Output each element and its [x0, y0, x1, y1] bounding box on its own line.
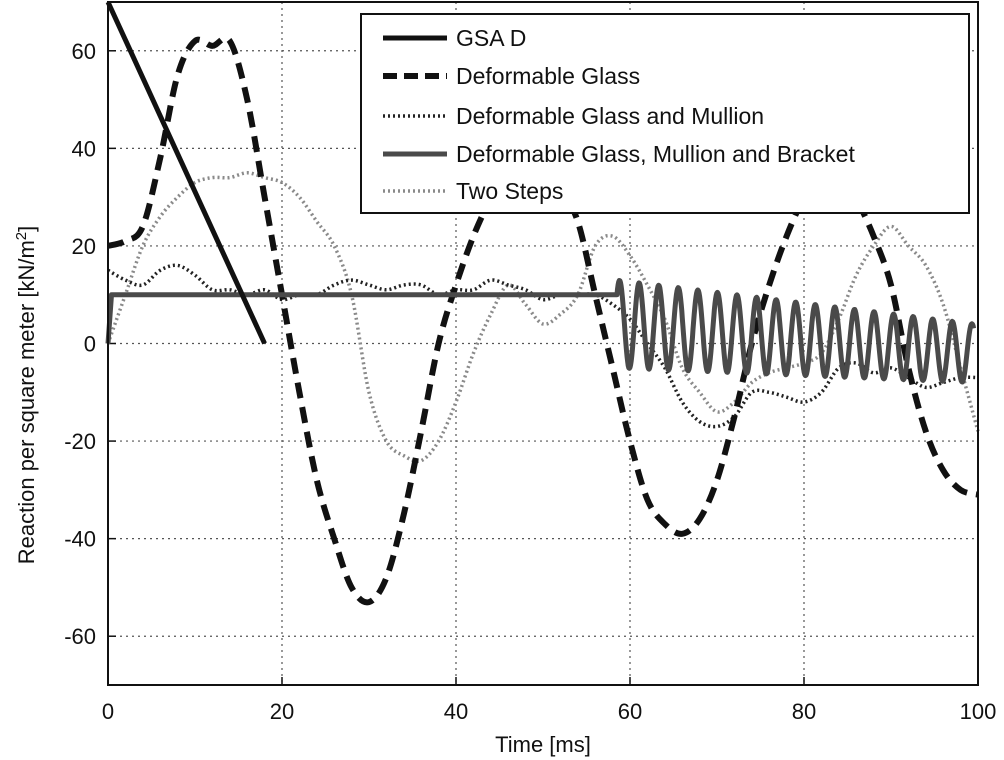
legend-label: Deformable Glass and Mullion [456, 103, 764, 129]
y-tick-label: -20 [64, 429, 96, 454]
y-axis-label-superscript: 2 [13, 232, 30, 240]
legend-label: GSA D [456, 25, 526, 51]
axes-frame [107, 1, 979, 686]
tick-labels: 0 20 40 60 80 100 -60 -40 -20 0 20 40 60 [64, 39, 996, 724]
x-tick-label: 20 [270, 699, 294, 724]
x-tick-label: 100 [960, 699, 997, 724]
y-axis-label-main: Reaction per square meter [kN/m [14, 240, 39, 564]
series-line-deformable-glass-mullion-and-bracket [105, 278, 977, 385]
y-tick-label: -40 [64, 527, 96, 552]
legend-label: Two Steps [456, 178, 563, 204]
x-tick-label: 0 [102, 699, 114, 724]
legend-box [360, 13, 970, 214]
x-tick-label: 80 [792, 699, 816, 724]
series-line-deformable-glass-and-mullion [107, 263, 979, 429]
x-tick-label: 40 [444, 699, 468, 724]
y-tick-label: 40 [72, 136, 96, 161]
series-line-gsa-d [105, 0, 267, 345]
y-tick-label: 20 [72, 234, 96, 259]
y-tick-label: 60 [72, 39, 96, 64]
x-axis-label: Time [ms] [495, 732, 591, 757]
legend-items: GSA D Deformable Glass Deformable Glass an… [383, 25, 855, 204]
y-axis-label-tail: ] [14, 226, 39, 232]
y-axis-label: Reaction per square meter [kN/m2] [13, 226, 39, 565]
legend-label: Deformable Glass [456, 63, 640, 89]
y-tick-label: -60 [64, 624, 96, 649]
legend: GSA D Deformable Glass Deformable Glass an… [360, 13, 970, 214]
legend-label: Deformable Glass, Mullion and Bracket [456, 141, 855, 167]
y-tick-label: 0 [84, 332, 96, 357]
series-line-two-steps [106, 171, 980, 464]
x-tick-label: 60 [618, 699, 642, 724]
